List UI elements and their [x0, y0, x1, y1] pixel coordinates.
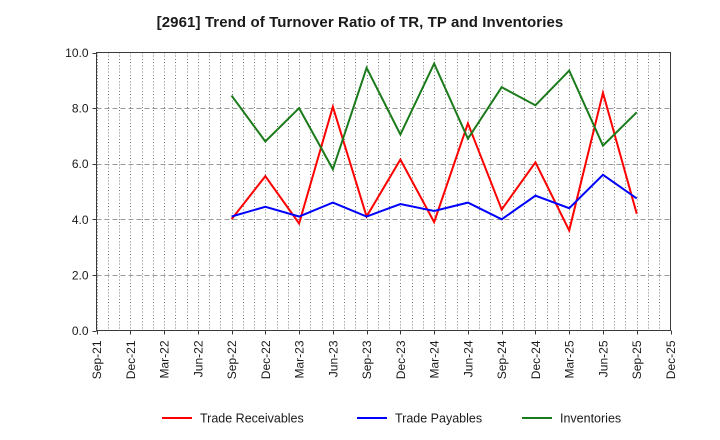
x-axis-tick-label: Dec-24 — [529, 340, 543, 379]
y-axis-tick-label: 0.0 — [72, 324, 89, 338]
x-axis-tick-label: Sep-22 — [225, 340, 239, 379]
chart-legend: Trade Receivables Trade Payables Inventori… — [162, 412, 621, 426]
x-axis-tick-label: Dec-21 — [124, 340, 138, 379]
legend-label-2: Inventories — [560, 412, 621, 426]
x-axis-tick-label: Jun-25 — [596, 340, 610, 377]
x-axis-tick-label: Jun-22 — [191, 340, 205, 377]
x-axis-tick-label: Dec-25 — [664, 340, 678, 379]
x-axis-tick-label: Mar-22 — [158, 340, 172, 378]
series-line-inventories — [230, 61, 638, 172]
x-axis-tick-label: Sep-25 — [630, 340, 644, 379]
x-axis-tick-label: Dec-22 — [259, 340, 273, 379]
series-line-trade-payables — [231, 173, 638, 221]
x-axis: Sep-21 Dec-21 Mar-22 Jun-22 Sep-22 Dec-22 Mar-… — [90, 330, 678, 379]
y-axis-tick-label: 6.0 — [72, 157, 89, 171]
y-axis: 0.0 2.0 4.0 6.0 8.0 10.0 — [65, 46, 97, 338]
x-axis-tick-label: Mar-25 — [563, 340, 577, 378]
x-axis-tick-label: Sep-21 — [90, 340, 104, 379]
plot-border — [96, 52, 671, 331]
x-axis-tick-label: Mar-23 — [293, 340, 307, 378]
x-axis-tick-label: Mar-24 — [428, 340, 442, 378]
x-axis-tick-label: Jun-23 — [326, 340, 340, 377]
minor-gridlines — [97, 52, 660, 331]
series-line-trade-receivables — [230, 88, 638, 234]
chart-title: [2961] Trend of Turnover Ratio of TR, TP… — [156, 14, 564, 31]
data-series-group — [230, 61, 638, 234]
y-axis-tick-label: 8.0 — [72, 102, 89, 116]
legend-label-0: Trade Receivables — [200, 412, 304, 426]
x-axis-tick-label: Sep-24 — [495, 340, 509, 379]
y-axis-tick-label: 10.0 — [65, 46, 89, 60]
y-axis-tick-label: 4.0 — [72, 213, 89, 227]
x-axis-tick-label: Jun-24 — [461, 340, 475, 377]
x-axis-tick-label: Sep-23 — [360, 340, 374, 379]
x-axis-tick-label: Dec-23 — [394, 340, 408, 379]
legend-label-1: Trade Payables — [395, 412, 482, 426]
y-axis-tick-label: 2.0 — [72, 268, 89, 282]
